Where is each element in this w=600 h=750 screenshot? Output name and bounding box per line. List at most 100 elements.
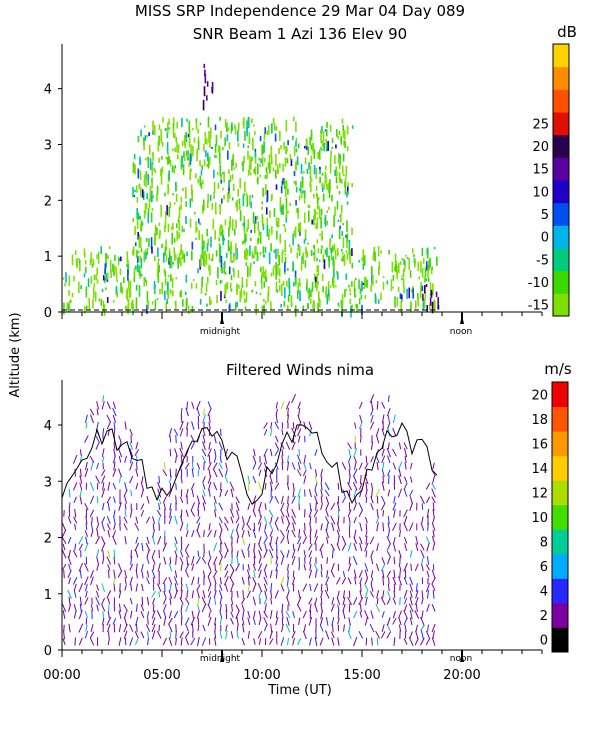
snr-cell [246, 249, 249, 256]
wind-barb [241, 604, 245, 612]
wind-barb [314, 536, 318, 545]
snr-cell [293, 230, 296, 237]
snr-cell [241, 277, 244, 288]
wind-contour [61, 421, 438, 505]
wind-barb [263, 624, 268, 632]
wind-barb [90, 530, 94, 537]
wind-barb [196, 408, 201, 416]
snr-cell [261, 305, 264, 312]
snr-cell [147, 173, 150, 186]
wind-barb [409, 576, 414, 585]
snr-cell [147, 156, 149, 162]
snr-cell [140, 273, 143, 277]
snr-cell [146, 193, 148, 200]
wind-barb [219, 455, 222, 463]
snr-cell [325, 138, 328, 149]
snr-cell [168, 206, 171, 217]
wind-barb [95, 596, 100, 606]
snr-cell [172, 148, 174, 152]
wind-barb [286, 509, 290, 518]
wind-barb [201, 637, 207, 646]
wind-barb [101, 469, 106, 477]
snr-cell [166, 142, 169, 153]
snr-cell [317, 281, 319, 285]
wind-barb [202, 624, 206, 632]
wind-barb [415, 624, 419, 632]
snr-cell [270, 156, 273, 165]
snr-cell [310, 144, 313, 150]
snr-cell [133, 163, 136, 174]
wind-barb [141, 596, 144, 606]
wind-barb [123, 616, 128, 626]
wind-barb [229, 569, 235, 579]
wind-barb [67, 556, 72, 565]
wind-barb [73, 604, 77, 612]
wind-barb [330, 502, 336, 511]
wind-barb [129, 597, 133, 605]
wind-barb [302, 469, 307, 477]
snr-cell [345, 288, 347, 292]
snr-cell [279, 234, 282, 244]
wind-barb [432, 543, 435, 551]
snr-cell [153, 291, 156, 294]
snr-cell [308, 204, 311, 209]
wind-barb [315, 570, 317, 578]
winds-colorbar-cell [552, 431, 568, 457]
wind-barb [369, 394, 375, 403]
snr-cell [244, 306, 247, 311]
snr-cell [319, 166, 321, 170]
wind-barb [163, 503, 167, 510]
wind-barb [291, 556, 296, 566]
wind-barb [291, 508, 296, 518]
wind-barb [196, 584, 201, 591]
snr-cell [390, 279, 393, 292]
wind-barb [78, 562, 83, 572]
snr-cell [327, 280, 330, 292]
snr-cell [333, 260, 336, 270]
snr-cell [414, 258, 416, 268]
snr-cell [262, 187, 264, 197]
snr-cell [212, 218, 215, 226]
snr-cell [105, 272, 107, 281]
snr-cell [213, 182, 216, 194]
snr-cell [269, 162, 271, 174]
snr-cell [329, 179, 331, 190]
wind-barb [201, 603, 207, 613]
snr-cell [284, 227, 287, 233]
wind-barb [74, 543, 77, 551]
snr-cell [284, 185, 287, 198]
winds-colorbar-label: 18 [531, 413, 548, 428]
wind-barb [353, 448, 358, 458]
wind-barb [207, 556, 212, 565]
wind-barb [409, 617, 413, 626]
snr-cell [239, 291, 242, 303]
snr-cell [294, 305, 297, 317]
wind-barb [129, 475, 134, 484]
wind-barb [135, 516, 139, 524]
snr-cell [172, 117, 175, 127]
snr-colorbar-cell [553, 157, 569, 181]
snr-cell [264, 269, 267, 281]
snr-cell [430, 291, 433, 298]
wind-barb [208, 414, 211, 423]
wind-barb [191, 421, 195, 430]
snr-cell [433, 247, 436, 250]
snr-cell [437, 297, 439, 310]
snr-cell [115, 273, 118, 280]
wind-barb [280, 401, 285, 410]
snr-cell [432, 283, 434, 296]
snr-cell [177, 219, 180, 223]
snr-cell [272, 267, 275, 276]
snr-cell [164, 277, 167, 286]
snr-cell [178, 220, 181, 231]
snr-cell [206, 243, 209, 252]
snr-cell [337, 135, 339, 140]
wind-barb [320, 590, 323, 599]
snr-cell [280, 145, 282, 150]
wind-barb [130, 584, 133, 591]
wind-barb [197, 550, 200, 557]
snr-cell [329, 164, 332, 174]
snr-cell [305, 138, 308, 147]
snr-cell [96, 267, 98, 276]
wind-barb [185, 570, 189, 578]
